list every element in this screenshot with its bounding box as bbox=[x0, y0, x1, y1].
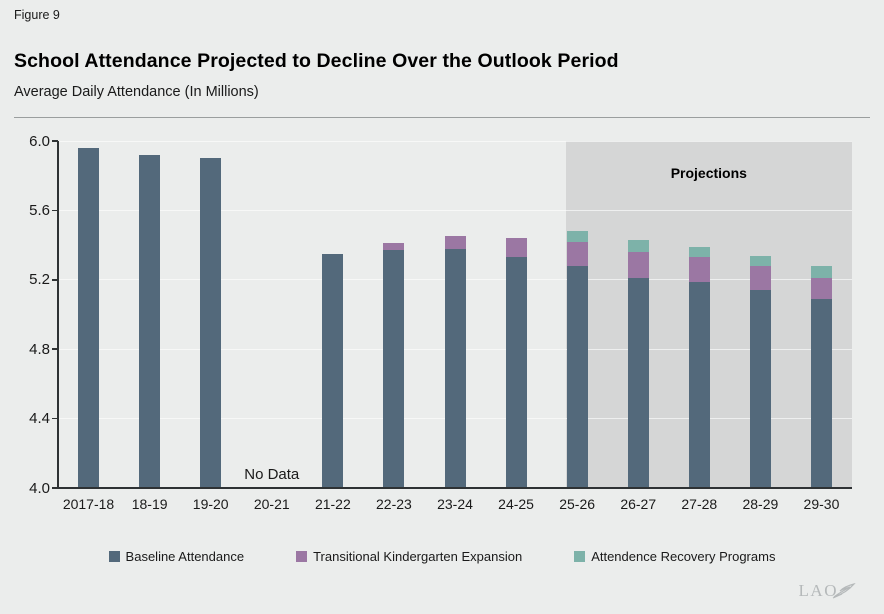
x-axis-tick-label: 21-22 bbox=[314, 496, 351, 512]
legend-swatch-icon bbox=[574, 551, 586, 562]
y-axis-tick-label: 4.4 bbox=[29, 410, 50, 428]
x-axis-tick-label: 28-29 bbox=[742, 496, 779, 512]
bar-segment-baseline-2017-18 bbox=[78, 147, 100, 488]
bar-segment-transitional-23-24 bbox=[444, 236, 466, 249]
y-axis-line bbox=[57, 141, 59, 488]
x-axis-tick-label: 18-19 bbox=[131, 496, 168, 512]
bar-segment-baseline-28-29 bbox=[749, 290, 771, 488]
figure-number-label: Figure 9 bbox=[14, 8, 60, 22]
y-axis-tick-label: 6.0 bbox=[29, 132, 50, 150]
legend-item: Transitional Kindergarten Expansion bbox=[296, 549, 522, 564]
y-axis-tick bbox=[52, 279, 58, 281]
bar-segment-baseline-19-20 bbox=[200, 158, 222, 488]
bar-segment-transitional-24-25 bbox=[505, 238, 527, 258]
x-axis-tick-label: 25-26 bbox=[559, 496, 596, 512]
bar-segment-baseline-27-28 bbox=[688, 281, 710, 488]
bar-segment-transitional-26-27 bbox=[627, 252, 649, 279]
x-axis-tick-label: 23-24 bbox=[437, 496, 473, 512]
legend-label: Attendence Recovery Programs bbox=[591, 549, 776, 564]
projections-label: Projections bbox=[670, 165, 747, 181]
y-axis-tick bbox=[52, 209, 58, 212]
bar-segment-baseline-22-23 bbox=[383, 250, 405, 488]
bar-segment-baseline-18-19 bbox=[139, 154, 161, 488]
x-axis-tick-label: 22-23 bbox=[376, 496, 412, 512]
legend-swatch-icon bbox=[108, 551, 120, 562]
legend-label: Baseline Attendance bbox=[125, 549, 245, 564]
bar-segment-baseline-24-25 bbox=[505, 257, 527, 488]
chart-legend: Baseline Attendance Transitional Kinderga… bbox=[0, 549, 884, 564]
legend-item: Attendence Recovery Programs bbox=[574, 549, 775, 564]
y-axis-tick-label: 5.6 bbox=[29, 201, 50, 219]
y-axis-tick bbox=[52, 140, 58, 142]
bar-segment-baseline-26-27 bbox=[627, 278, 649, 488]
bar-segment-attendence-28-29 bbox=[749, 255, 771, 266]
header-divider bbox=[14, 117, 870, 118]
x-axis-tick-label: 20-21 bbox=[253, 496, 290, 512]
bar-segment-attendence-26-27 bbox=[627, 239, 649, 253]
x-axis-tick-label: 27-28 bbox=[681, 496, 718, 512]
gridline bbox=[58, 140, 852, 142]
y-axis-tick bbox=[52, 487, 58, 489]
bar-segment-attendence-29-30 bbox=[810, 265, 832, 279]
x-axis-line bbox=[56, 487, 852, 489]
legend-item: Baseline Attendance bbox=[108, 549, 245, 564]
bar-segment-baseline-21-22 bbox=[322, 253, 344, 488]
x-axis-tick-label: 19-20 bbox=[192, 496, 229, 512]
legend-swatch-icon bbox=[296, 551, 308, 562]
gridline bbox=[58, 209, 852, 211]
bar-segment-baseline-23-24 bbox=[444, 248, 466, 488]
y-axis-tick-label: 4.8 bbox=[29, 340, 50, 358]
x-axis-tick-label: 29-30 bbox=[803, 496, 840, 512]
y-axis-tick bbox=[52, 348, 58, 350]
y-axis-tick-label: 5.2 bbox=[29, 271, 50, 289]
lao-logo-text: LAO bbox=[798, 581, 838, 600]
x-axis-tick-label: 24-25 bbox=[498, 496, 534, 512]
chart-subtitle: Average Daily Attendance (In Millions) bbox=[14, 84, 259, 100]
bar-segment-transitional-28-29 bbox=[749, 265, 771, 291]
bar-segment-attendence-27-28 bbox=[688, 246, 710, 258]
y-axis-tick bbox=[52, 417, 58, 420]
bar-segment-baseline-25-26 bbox=[566, 265, 588, 488]
x-axis-tick-label: 2017-18 bbox=[62, 496, 115, 512]
bar-segment-transitional-27-28 bbox=[688, 257, 710, 282]
bar-segment-baseline-29-30 bbox=[810, 298, 832, 488]
bar-segment-transitional-22-23 bbox=[383, 243, 405, 251]
no-data-label: No Data bbox=[244, 466, 300, 483]
x-axis-tick-label: 26-27 bbox=[620, 496, 657, 512]
bar-segment-transitional-29-30 bbox=[810, 278, 832, 299]
y-axis-tick-label: 4.0 bbox=[29, 479, 50, 497]
legend-label: Transitional Kindergarten Expansion bbox=[313, 549, 523, 564]
lao-logo: LAO bbox=[799, 581, 856, 601]
bar-segment-attendence-25-26 bbox=[566, 231, 588, 242]
chart-title: School Attendance Projected to Decline O… bbox=[14, 50, 619, 72]
quill-icon bbox=[832, 583, 856, 599]
bar-segment-transitional-25-26 bbox=[566, 241, 588, 266]
